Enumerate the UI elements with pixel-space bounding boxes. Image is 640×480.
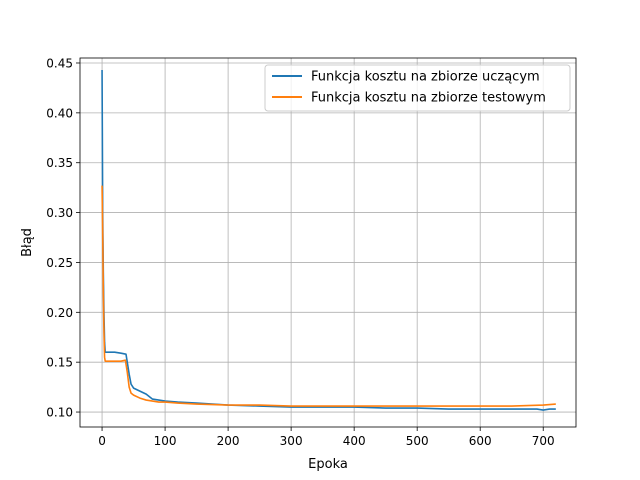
y-tick-label: 0.15 <box>46 356 73 370</box>
x-tick-label: 600 <box>469 434 492 448</box>
plot-frame <box>79 57 577 428</box>
y-axis-label: Błąd <box>20 228 35 257</box>
legend-box <box>264 64 571 112</box>
y-tick-label: 0.20 <box>46 306 73 320</box>
x-tick-label: 500 <box>406 434 429 448</box>
x-tick-label: 0 <box>98 434 106 448</box>
x-tick-label: 100 <box>154 434 177 448</box>
y-tick-label: 0.45 <box>46 56 73 70</box>
y-tick-label: 0.25 <box>46 256 73 270</box>
y-tick-label: 0.40 <box>46 106 73 120</box>
y-tick-label: 0.35 <box>46 156 73 170</box>
y-tick-label: 0.30 <box>46 206 73 220</box>
grid <box>80 58 576 427</box>
x-tick-label: 700 <box>532 434 555 448</box>
series-layer <box>101 69 556 411</box>
x-tick-label: 400 <box>343 434 366 448</box>
x-axis-label: Epoka <box>308 457 348 472</box>
legend: Funkcja kosztu na zbiorze uczącym Funkcj… <box>264 64 571 112</box>
axis-ticks: 0 100 200 300 400 500 600 700 0.10 0.15 0.20 0.25 0.… <box>46 56 554 448</box>
legend-label-train: Funkcja kosztu na zbiorze uczącym <box>311 70 540 85</box>
legend-label-test: Funkcja kosztu na zbiorze testowym <box>311 91 546 106</box>
y-tick-label: 0.10 <box>46 406 73 420</box>
series-line-train <box>101 69 556 411</box>
x-tick-label: 200 <box>217 434 240 448</box>
series-line-test <box>101 185 556 407</box>
x-tick-label: 300 <box>280 434 303 448</box>
